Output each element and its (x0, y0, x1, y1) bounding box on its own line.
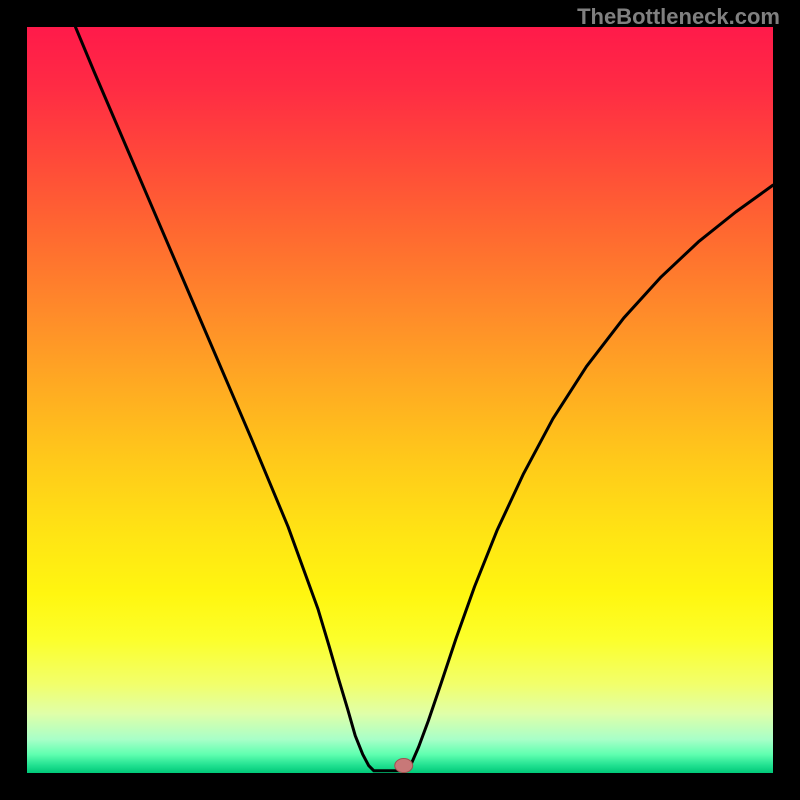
watermark-text: TheBottleneck.com (577, 4, 780, 30)
plot-area (27, 27, 773, 773)
bottleneck-curve (27, 27, 773, 773)
optimal-point-marker (395, 759, 413, 773)
